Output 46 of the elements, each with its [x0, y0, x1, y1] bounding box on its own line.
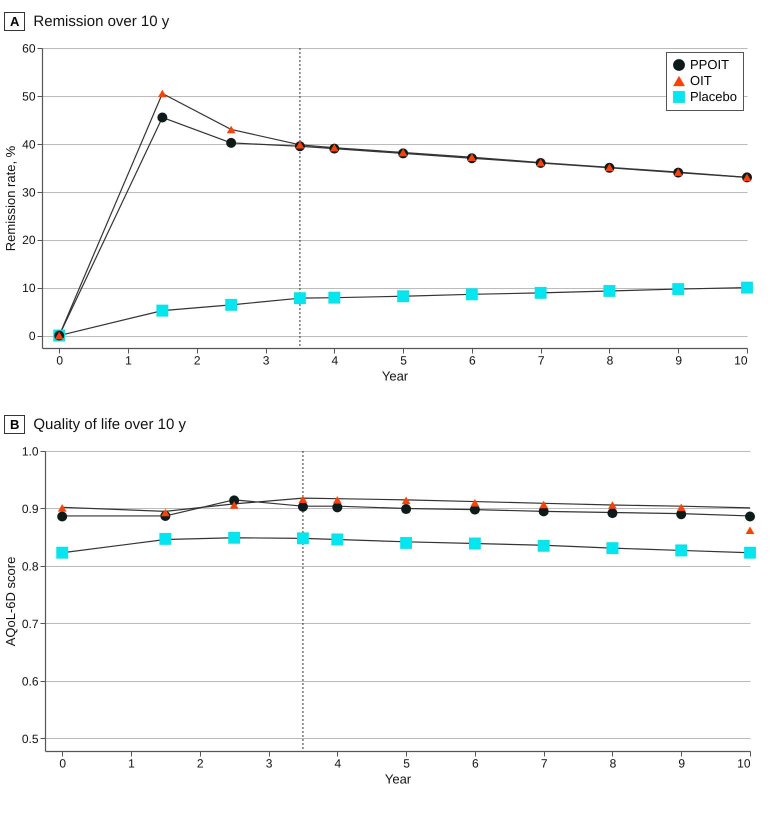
- y-axis-title: AQoL-6D score: [2, 556, 18, 646]
- x-axis-title: Year: [384, 772, 412, 786]
- y-tick-label: 30: [22, 185, 36, 200]
- x-tick-label: 1: [125, 354, 132, 368]
- chart-title: Remission over 10 y: [33, 12, 170, 30]
- x-tick-label: 8: [610, 756, 617, 770]
- x-tick-label: 3: [262, 354, 270, 368]
- x-tick-label: 2: [194, 354, 201, 368]
- text: A: [4, 12, 26, 30]
- x-tick-label: 6: [472, 756, 480, 770]
- y-tick-label: 20: [22, 233, 36, 248]
- text: B: [4, 414, 26, 434]
- x-tick-label: 9: [675, 354, 682, 368]
- x-tick-label: 10: [734, 354, 748, 368]
- x-tick-label: 3: [266, 756, 273, 770]
- y-tick-label: 0.6: [22, 674, 39, 688]
- y-tick-label: 0.9: [22, 502, 39, 516]
- legend-label: OIT: [690, 73, 712, 88]
- y-axis-title: Remission rate, %: [3, 145, 18, 252]
- x-tick-label: 4: [331, 354, 338, 368]
- x-tick-label: 7: [540, 756, 548, 770]
- y-tick-label: 60: [22, 42, 36, 56]
- x-tick-label: 4: [334, 756, 342, 770]
- y-tick-label: 0.7: [22, 616, 39, 631]
- x-tick-label: 5: [403, 756, 410, 770]
- x-tick-label: 5: [400, 354, 408, 368]
- legend-label: PPOIT: [690, 57, 730, 72]
- y-tick-label: 0.5: [22, 732, 39, 746]
- y-tick-label: 0.8: [22, 559, 39, 574]
- legend-label: Placebo: [690, 89, 737, 104]
- y-tick-label: 10: [22, 281, 36, 296]
- x-tick-label: 0: [56, 354, 64, 368]
- x-tick-label: 0: [59, 756, 66, 770]
- y-tick-label: 1.0: [22, 444, 39, 458]
- chart-title: Quality of life over 10 y: [33, 416, 186, 432]
- x-tick-label: 7: [538, 354, 545, 368]
- x-tick-label: 2: [196, 756, 204, 770]
- x-tick-label: 8: [606, 354, 614, 368]
- y-tick-label: 40: [22, 137, 36, 152]
- x-tick-label: 10: [737, 756, 751, 770]
- x-tick-label: 6: [469, 354, 476, 368]
- y-tick-label: 50: [22, 89, 36, 104]
- y-tick-label: 0: [28, 329, 36, 344]
- x-tick-label: 1: [128, 756, 136, 770]
- x-axis-title: Year: [382, 368, 409, 384]
- x-tick-label: 9: [678, 756, 686, 770]
